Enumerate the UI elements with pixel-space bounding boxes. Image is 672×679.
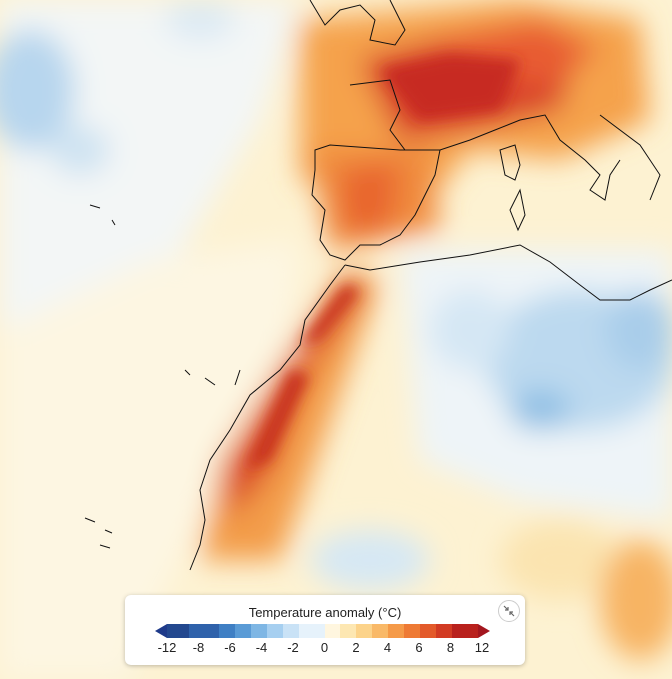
legend-tick-label: 6 [415,640,423,655]
legend-tick-label: 8 [446,640,455,655]
color-bar [155,624,490,638]
legend-tick-label: 4 [383,640,392,655]
collapse-button[interactable] [498,600,520,622]
legend: Temperature anomaly (°C) -12 -8 -6 -4 -2 0 2 4 6… [125,595,525,665]
legend-tick-label: 2 [352,640,360,655]
legend-tick-label: -2 [287,640,299,655]
anomaly-core [245,55,520,470]
legend-tick-label: -6 [224,640,236,655]
legend-tick-label: 0 [320,640,329,655]
legend-tick-label: 12 [474,640,490,655]
collapse-icon [503,605,515,617]
legend-tick-label: -12 [157,640,177,655]
legend-tick-label: -8 [192,640,205,655]
legend-title: Temperature anomaly (°C) [248,605,402,620]
legend-tick-label: -4 [255,640,268,655]
coastlines [84,0,672,571]
